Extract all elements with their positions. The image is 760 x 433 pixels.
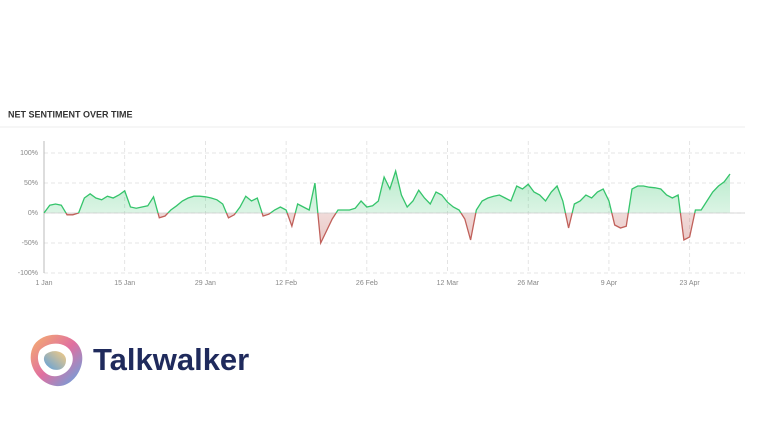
x-tick-label: 29 Jan: [195, 280, 216, 287]
y-tick-label: -50%: [22, 240, 38, 247]
area-positive: [44, 171, 730, 213]
line-negative: [44, 213, 696, 246]
y-tick-label: -100%: [18, 270, 38, 277]
x-tick-label: 9 Apr: [601, 280, 618, 287]
y-tick-label: 0%: [28, 210, 38, 217]
x-tick-label: 26 Feb: [356, 280, 378, 287]
x-tick-label: 26 Mar: [517, 280, 539, 287]
brand-name: Talkwalker: [93, 342, 249, 377]
line-positive: [43, 168, 731, 213]
y-tick-label: 100%: [20, 150, 38, 157]
x-tick-label: 12 Feb: [275, 280, 297, 287]
x-tick-label: 15 Jan: [114, 280, 135, 287]
chart: -100% -50% 0% 50% 100% 1 Jan 15 Jan 29 Jan 12 Fe…: [18, 141, 745, 287]
x-tick-label: 12 Mar: [437, 280, 459, 287]
x-tick-label: 1 Jan: [35, 280, 52, 287]
x-tick-label: 23 Apr: [680, 280, 701, 287]
chart-title: NET SENTIMENT OVER TIME: [8, 109, 133, 119]
y-tick-label: 50%: [24, 180, 38, 187]
logo: Talkwalker: [30, 334, 249, 387]
logo-icon-core: [43, 351, 66, 370]
